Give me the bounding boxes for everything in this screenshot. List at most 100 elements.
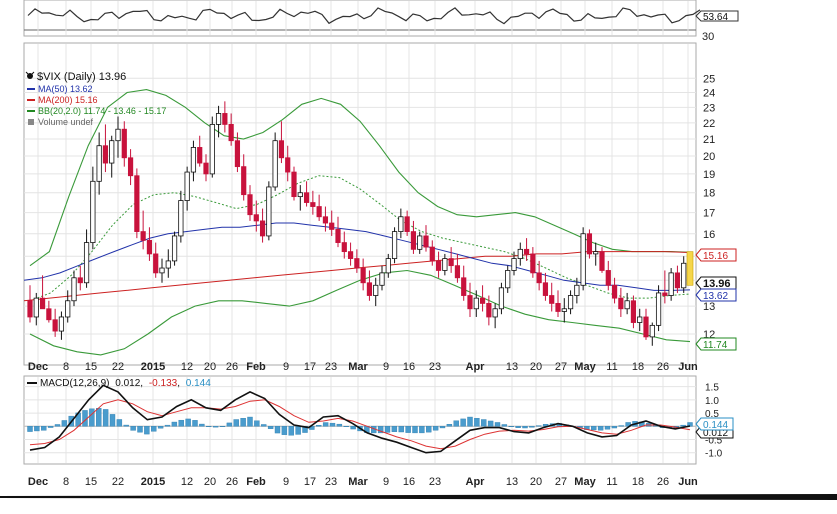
candle-body [624,300,630,310]
price-badge-text: 13.62 [703,291,728,302]
macd-histogram-bar [192,420,198,427]
candle-body [391,231,398,259]
x-tick-label: 2015 [141,476,165,488]
macd-histogram-bar [254,420,260,427]
macd-signal-line [29,399,691,450]
candle-body [90,180,96,243]
x-tick-label: 15 [85,476,97,488]
macd-histogram-bar [467,416,473,427]
candle-body [505,270,511,289]
candle-body [222,113,228,125]
candle-body [316,206,322,218]
candle-body [310,202,316,207]
legend-swatch-volume [28,119,34,125]
x-tick-label: Mar [348,476,368,488]
macd-histogram-bar [185,418,191,427]
macd-histogram-bar [199,423,205,427]
candle-body [354,258,360,269]
price-tick-label: 20 [703,151,715,163]
chart-title: $VIX (Daily) 13.96 [37,71,126,83]
price-badge-text: 13.96 [703,278,731,290]
macd-histogram-badge: 0.144 [695,417,734,431]
x-tick-label: May [574,361,596,373]
candle-body [303,192,310,203]
macd-tick-label: -1.0 [705,449,723,460]
macd-histogram-bar [123,424,129,427]
candle-body [593,251,599,255]
candle-body [209,124,215,175]
x-tick-label: 23 [325,476,337,488]
bollinger-upper-line [29,89,691,267]
macd-tick-label: 1.5 [705,383,719,394]
macd-histogram-bar [144,426,150,435]
candle-body [234,140,241,168]
candle-body [461,277,467,296]
x-tick-label: 15 [85,361,97,373]
x-tick-label: 20 [204,476,216,488]
ma200-badge: 15.16 [695,248,737,262]
candle-body [178,200,184,237]
candle-body [228,124,234,142]
macd-histogram-bar [508,426,514,427]
candle-body [479,297,486,304]
candle-body [360,267,366,284]
price-tick-label: 17 [703,208,715,220]
x-axis-labels-price: Dec 8 15 22 2015 12 20 26 Feb 9 17 23 Mar 9 16 23 Apr 13 2… [28,361,698,373]
x-tick-label: 26 [657,476,669,488]
macd-histogram-bar [151,426,157,432]
candle-body [115,128,121,142]
x-tick-label: 12 [181,361,193,373]
candle-body [39,297,46,310]
macd-badge-text: 0.144 [703,420,728,431]
candle-body [335,229,341,243]
candle-body [435,260,442,271]
candle-body [197,147,203,164]
x-tick-label: 18 [632,476,644,488]
bb-lower-badge: 11.74 [695,337,737,351]
x-tick-label: 20 [530,361,542,373]
candle-body [329,222,335,230]
macd-histogram-bar [329,422,336,427]
macd-histogram-bar [295,426,301,435]
macd-histogram-bar [206,426,212,427]
macd-histogram-bar [102,409,109,427]
x-tick-label: Mar [348,361,368,373]
macd-legend-label: MACD(12,26,9) [40,378,109,389]
macd-histogram-bar [116,419,123,427]
macd-histogram-bar [219,426,226,427]
x-tick-label: 9 [383,361,389,373]
candle-body [266,186,272,237]
x-tick-label: 22 [112,476,124,488]
macd-histogram-bar [432,426,439,431]
macd-histogram-bar [54,424,61,427]
candle-body [241,166,247,196]
candle-body [486,303,492,318]
macd-histogram-bar [474,418,480,427]
macd-histogram-bar [34,426,40,432]
ma50-line [23,222,691,291]
candle-body [140,231,146,241]
macd-histogram-bar [89,408,95,427]
candle-body [442,258,448,271]
price-legend: $VIX (Daily) 13.96 MA(50) 13.62 MA(200) … [25,71,166,127]
candle-body [674,272,681,289]
bollinger-middle-line [29,175,691,302]
candle-body [291,171,297,198]
candle-body [379,272,385,286]
x-tick-label: Feb [246,361,266,373]
ma50-badge: 13.62 [695,288,737,302]
macd-histogram-bar [536,425,542,427]
candle-body [536,272,542,284]
candle-body [58,316,65,332]
candle-body [341,242,347,253]
candle-body [278,140,285,159]
candle-body [549,295,555,304]
x-tick-label: 16 [403,361,415,373]
macd-histogram-bar [247,416,253,427]
candle-body [272,140,278,188]
macd-histogram-bar [453,420,459,427]
macd-histogram-bar [591,426,597,431]
x-tick-label: 9 [383,476,389,488]
candle-body [618,297,624,310]
